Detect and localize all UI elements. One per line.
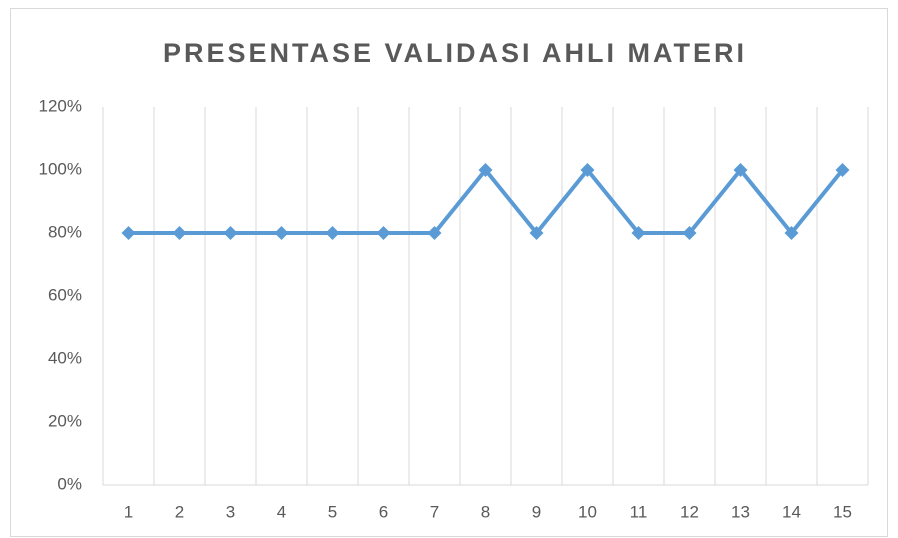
marker [733,163,748,177]
y-tick-label: 40% [48,348,82,367]
marker [376,226,391,240]
x-tick-label: 11 [630,502,648,521]
x-tick-label: 5 [328,502,337,521]
x-tick-label: 9 [532,502,541,521]
marker [427,226,442,240]
marker [529,226,544,240]
marker [835,163,850,177]
marker [631,226,646,240]
chart-title: PRESENTASE VALIDASI AHLI MATERI [163,38,747,68]
x-tick-label: 1 [124,502,133,521]
y-tick-label: 120% [39,96,82,115]
y-tick-label: 60% [48,285,82,304]
x-tick-label: 8 [481,502,490,521]
marker [325,226,340,240]
x-tick-label: 10 [578,502,597,521]
x-tick-label: 14 [782,502,801,521]
x-tick-label: 4 [277,502,286,521]
marker [223,226,238,240]
marker [580,163,595,177]
x-tick-label: 3 [226,502,235,521]
marker [682,226,697,240]
marker [274,226,289,240]
x-tick-label: 7 [430,502,439,521]
chart-border [10,8,888,537]
y-tick-label: 100% [39,159,82,178]
x-tick-label: 15 [833,502,852,521]
marker [121,226,136,240]
x-tick-label: 13 [731,502,750,521]
x-tick-label: 6 [379,502,388,521]
y-tick-label: 0% [57,474,82,493]
x-tick-label: 2 [175,502,184,521]
marker [784,226,799,240]
y-tick-label: 20% [48,411,82,430]
x-tick-label: 12 [680,502,699,521]
marker [172,226,187,240]
y-tick-label: 80% [48,222,82,241]
marker [478,163,493,177]
